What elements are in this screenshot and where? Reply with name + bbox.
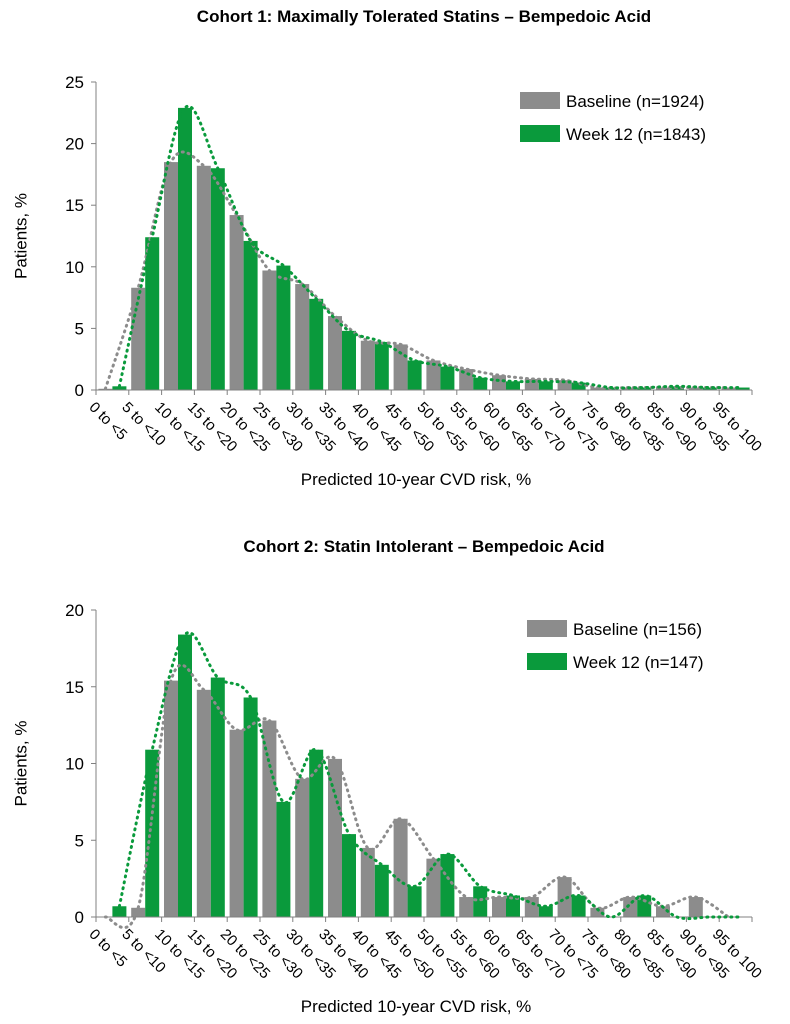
y-tick-label: 10 <box>65 258 84 277</box>
y-tick-label: 5 <box>75 831 84 850</box>
x-axis-label: Predicted 10-year CVD risk, % <box>301 470 532 489</box>
bar-week12 <box>276 265 291 390</box>
bar-baseline <box>426 858 441 917</box>
bar-baseline <box>492 375 506 390</box>
y-tick-label: 0 <box>75 908 84 927</box>
legend-swatch-week12 <box>527 653 567 670</box>
bar-baseline <box>656 906 670 917</box>
bar-week12 <box>243 240 258 390</box>
bar-baseline <box>229 729 244 917</box>
bar-baseline <box>492 897 506 917</box>
bar-baseline <box>557 380 572 390</box>
bar-week12 <box>112 906 127 917</box>
bar-week12 <box>637 387 652 390</box>
bar-baseline <box>196 165 211 390</box>
bar-baseline <box>360 847 375 917</box>
bar-week12 <box>309 298 324 390</box>
bar-baseline <box>196 689 211 917</box>
bar-baseline <box>164 162 178 390</box>
bar-week12 <box>145 749 160 917</box>
bar-week12 <box>735 387 750 390</box>
bar-baseline <box>262 720 277 917</box>
bar-week12 <box>440 854 455 917</box>
bar-baseline <box>131 287 146 390</box>
trend-line-baseline <box>103 663 731 930</box>
legend-label-baseline: Baseline (n=156) <box>573 620 702 639</box>
bar-baseline <box>688 897 703 917</box>
bar-week12 <box>342 330 356 390</box>
y-tick-label: 5 <box>75 319 84 338</box>
bar-baseline <box>590 907 605 917</box>
bar-baseline <box>295 778 310 917</box>
bar-week12 <box>112 386 127 390</box>
legend-swatch-week12 <box>520 125 560 142</box>
trend-line-week12 <box>117 631 745 921</box>
bar-week12 <box>210 677 225 917</box>
bar-baseline <box>623 897 638 917</box>
y-tick-label: 25 <box>65 73 84 92</box>
bar-baseline <box>426 360 441 390</box>
bar-week12 <box>178 634 192 917</box>
bar-baseline <box>393 818 408 917</box>
bar-baseline <box>328 758 342 917</box>
y-tick-label: 15 <box>65 678 84 697</box>
chart-title: Cohort 2: Statin Intolerant – Bempedoic … <box>243 537 604 556</box>
bar-baseline <box>164 680 178 917</box>
bar-baseline <box>557 877 572 917</box>
bar-week12 <box>538 381 553 390</box>
bar-week12 <box>473 886 488 917</box>
bar-week12 <box>506 381 520 390</box>
bar-baseline <box>524 897 539 917</box>
y-tick-label: 0 <box>75 381 84 400</box>
bar-week12 <box>374 864 389 917</box>
chart-panel-1: Cohort 1: Maximally Tolerated Statins – … <box>11 7 765 489</box>
legend-swatch-baseline <box>527 620 567 637</box>
bar-week12 <box>506 895 520 917</box>
bar-week12 <box>571 382 586 390</box>
bar-week12 <box>276 801 291 917</box>
bar-baseline <box>328 316 342 390</box>
bar-week12 <box>637 895 652 917</box>
bar-baseline <box>295 284 310 390</box>
bar-week12 <box>407 886 422 917</box>
bar-baseline <box>360 340 375 390</box>
bar-week12 <box>210 168 225 390</box>
chart-title: Cohort 1: Maximally Tolerated Statins – … <box>197 7 651 26</box>
bar-week12 <box>309 749 324 917</box>
bar-baseline <box>721 387 736 390</box>
y-tick-label: 20 <box>65 601 84 620</box>
y-tick-label: 10 <box>65 755 84 774</box>
bar-week12 <box>178 107 192 390</box>
bar-week12 <box>440 366 455 390</box>
bar-baseline <box>229 215 244 390</box>
y-axis-label: Patients, % <box>11 721 30 807</box>
x-axis-label: Predicted 10-year CVD risk, % <box>301 997 532 1016</box>
bar-baseline <box>688 387 703 390</box>
chart-panel-2: Cohort 2: Statin Intolerant – Bempedoic … <box>11 537 765 1016</box>
bar-week12 <box>342 834 356 917</box>
y-axis-label: Patients, % <box>11 193 30 279</box>
bar-week12 <box>374 341 389 390</box>
bar-week12 <box>571 895 586 917</box>
bar-baseline <box>524 378 539 390</box>
bar-week12 <box>702 387 717 390</box>
bar-week12 <box>407 360 422 390</box>
bar-baseline <box>262 270 277 390</box>
legend-swatch-baseline <box>520 92 560 109</box>
bar-week12 <box>538 906 553 917</box>
legend-label-week12: Week 12 (n=1843) <box>566 125 706 144</box>
bar-week12 <box>243 697 258 917</box>
trend-line-week12 <box>117 104 745 390</box>
bar-baseline <box>459 897 474 917</box>
y-tick-label: 20 <box>65 135 84 154</box>
legend-label-week12: Week 12 (n=147) <box>573 653 704 672</box>
legend-label-baseline: Baseline (n=1924) <box>566 92 704 111</box>
y-tick-label: 15 <box>65 196 84 215</box>
bar-week12 <box>473 377 488 390</box>
bar-week12 <box>145 237 160 390</box>
